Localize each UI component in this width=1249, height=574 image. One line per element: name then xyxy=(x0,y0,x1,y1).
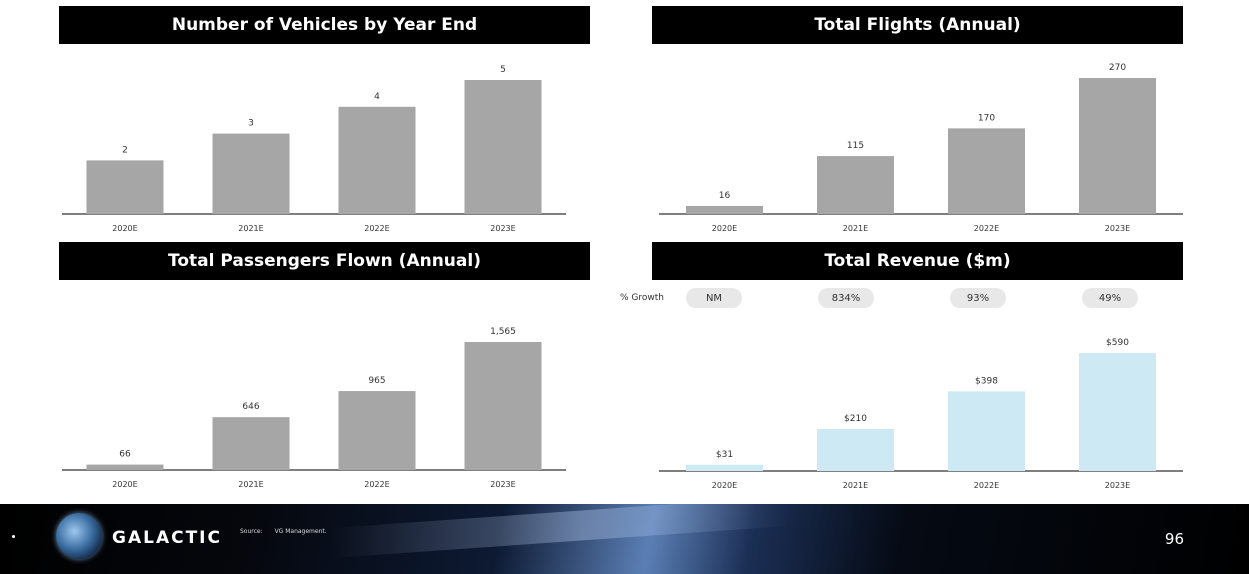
page-number: 96 xyxy=(1164,530,1184,548)
data-label: 115 xyxy=(847,141,864,151)
x-tick-label: 2021E xyxy=(238,224,263,233)
growth-label: % Growth xyxy=(620,293,664,303)
data-label: $31 xyxy=(716,450,733,460)
vehicles-bar-chart: 2 2020E 3 2021E 4 2022E 5 2023E xyxy=(62,65,566,233)
data-label: 965 xyxy=(368,376,385,386)
x-tick-label: 2023E xyxy=(490,224,515,233)
source-label: Source: xyxy=(240,528,263,535)
x-tick-label: 2020E xyxy=(712,224,737,233)
bar xyxy=(464,342,542,470)
chart-title: Total Flights (Annual) xyxy=(652,6,1183,44)
chart-title: Total Revenue ($m) xyxy=(652,242,1183,280)
bar xyxy=(212,133,290,214)
logo-wordmark: GALACTIC xyxy=(112,528,222,548)
x-tick-label: 2020E xyxy=(112,224,137,233)
x-tick-label: 2022E xyxy=(974,481,999,490)
bar xyxy=(86,160,164,214)
data-label: 170 xyxy=(978,113,995,123)
data-label: $590 xyxy=(1106,338,1129,348)
growth-pill: 93% xyxy=(950,288,1006,308)
passengers-chart-panel: Total Passengers Flown (Annual) 66 2020E 6… xyxy=(59,242,590,496)
data-label: 4 xyxy=(374,92,380,102)
vehicles-chart-panel: Number of Vehicles by Year End 2 2020E 3 20… xyxy=(59,6,590,236)
bar xyxy=(1079,353,1156,471)
x-tick-label: 2020E xyxy=(112,480,137,489)
bar xyxy=(1079,78,1156,214)
source-text: VG Management. xyxy=(274,528,327,535)
bar xyxy=(817,156,894,214)
bar xyxy=(686,205,763,214)
growth-row: % Growth NM 834% 93% 49% xyxy=(0,288,1249,310)
data-label: 66 xyxy=(119,450,131,460)
flights-chart-panel: Total Flights (Annual) 16 2020E 115 2021E 17… xyxy=(652,6,1183,236)
x-tick-label: 2022E xyxy=(364,480,389,489)
footer-decoration xyxy=(330,504,790,559)
data-label: 3 xyxy=(248,119,254,129)
growth-pill: NM xyxy=(686,288,742,308)
revenue-bar-chart: $31 2020E $210 2021E $398 2022E $590 2023E xyxy=(659,338,1183,490)
footer: GALACTIC Source: VG Management. 96 xyxy=(0,504,1249,574)
bar xyxy=(86,464,164,470)
x-tick-label: 2021E xyxy=(843,481,868,490)
bar xyxy=(338,106,416,214)
growth-pill: 834% xyxy=(818,288,874,308)
footer-dot xyxy=(12,535,15,538)
bar xyxy=(948,128,1025,214)
virgin-galactic-logo-icon xyxy=(56,513,102,559)
data-label: 646 xyxy=(242,402,259,412)
data-label: $398 xyxy=(975,376,998,386)
data-label: 5 xyxy=(500,65,506,75)
flights-bar-chart: 16 2020E 115 2021E 170 2022E 270 2023E xyxy=(659,63,1183,233)
data-label: 16 xyxy=(719,191,731,201)
growth-pill: 49% xyxy=(1082,288,1138,308)
passengers-bar-chart: 66 2020E 646 2021E 965 2022E 1,565 2023E xyxy=(62,327,566,489)
data-label: 1,565 xyxy=(490,327,516,337)
bar xyxy=(817,429,894,471)
bar xyxy=(338,391,416,470)
chart-title: Number of Vehicles by Year End xyxy=(59,6,590,44)
x-tick-label: 2022E xyxy=(364,224,389,233)
x-tick-label: 2023E xyxy=(490,480,515,489)
x-tick-label: 2022E xyxy=(974,224,999,233)
bar xyxy=(686,464,763,471)
x-tick-label: 2023E xyxy=(1105,224,1130,233)
x-tick-label: 2021E xyxy=(238,480,263,489)
bar xyxy=(948,391,1025,471)
data-label: $210 xyxy=(844,414,867,424)
data-label: 270 xyxy=(1109,63,1126,73)
x-tick-label: 2021E xyxy=(843,224,868,233)
x-tick-label: 2023E xyxy=(1105,481,1130,490)
source-note: Source: VG Management. xyxy=(240,528,337,535)
x-tick-label: 2020E xyxy=(712,481,737,490)
chart-title: Total Passengers Flown (Annual) xyxy=(59,242,590,280)
bar xyxy=(212,417,290,470)
data-label: 2 xyxy=(122,145,128,155)
bar xyxy=(464,80,542,214)
revenue-chart-panel: Total Revenue ($m) $31 2020E $210 2021E $398… xyxy=(652,242,1183,496)
